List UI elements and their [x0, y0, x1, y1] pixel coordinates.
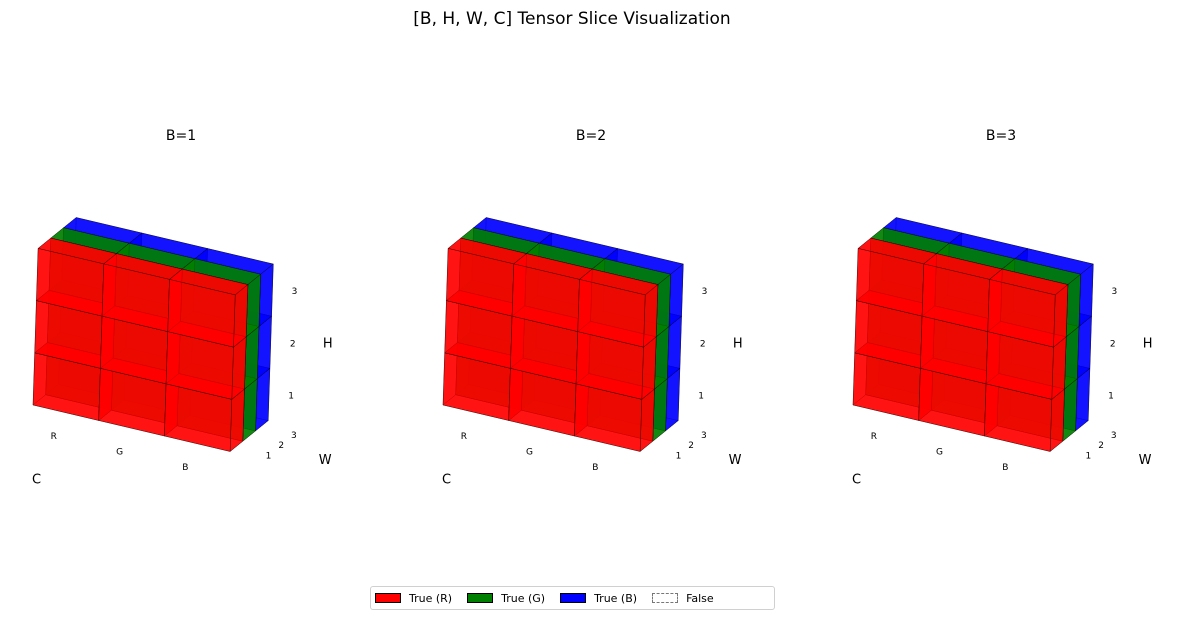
- w-axis-label: W: [1139, 453, 1152, 468]
- w-tick-label: 1: [266, 451, 272, 461]
- subplot-title: B=1: [166, 128, 196, 144]
- legend-item-false: False: [652, 592, 714, 605]
- h-axis-label: H: [323, 336, 333, 351]
- c-axis-label: C: [32, 472, 41, 487]
- figure-title: [B, H, W, C] Tensor Slice Visualization: [413, 9, 730, 29]
- voxel: [855, 237, 938, 317]
- legend-label-false: False: [686, 591, 714, 605]
- legend-label-b: True (B): [594, 591, 638, 605]
- legend-label-r: True (R): [409, 591, 453, 605]
- legend-label-g: True (G): [501, 591, 546, 605]
- voxel: [921, 253, 1003, 333]
- h-axis-label: H: [1143, 336, 1153, 351]
- h-tick-label: 1: [698, 392, 704, 402]
- c-tick-label: G: [936, 447, 943, 457]
- c-axis-label: C: [442, 472, 451, 487]
- c-tick-label: B: [182, 463, 188, 473]
- legend-swatch-false: [652, 593, 679, 603]
- h-tick-label: 2: [290, 339, 296, 349]
- w-tick-label: 3: [291, 431, 297, 441]
- h-tick-label: 2: [700, 339, 706, 349]
- voxel: [445, 237, 528, 317]
- legend-item-r: True (R): [375, 592, 452, 605]
- c-tick-label: B: [592, 463, 598, 473]
- c-axis-label: C: [852, 472, 861, 487]
- w-tick-label: 1: [676, 451, 682, 461]
- c-tick-label: G: [116, 447, 123, 457]
- c-tick-label: R: [51, 432, 57, 442]
- voxel: [511, 253, 593, 333]
- w-tick-label: 2: [278, 441, 284, 451]
- c-tick-label: B: [1002, 463, 1008, 473]
- w-tick-label: 3: [701, 431, 707, 441]
- h-tick-label: 1: [288, 392, 294, 402]
- legend-swatch-b: [560, 593, 587, 603]
- voxel: [101, 253, 183, 333]
- legend-swatch-g: [467, 593, 494, 603]
- c-tick-label: R: [461, 432, 467, 442]
- legend-swatch-r: [375, 593, 401, 603]
- w-tick-label: 2: [688, 441, 694, 451]
- c-tick-label: R: [871, 432, 877, 442]
- voxel: [35, 237, 118, 317]
- h-tick-label: 3: [702, 287, 708, 297]
- legend-item-b: True (B): [560, 592, 637, 605]
- c-tick-label: G: [526, 447, 533, 457]
- voxel: [167, 268, 249, 348]
- legend-item-g: True (G): [467, 592, 545, 605]
- w-axis-label: W: [319, 453, 332, 468]
- w-axis-label: W: [729, 453, 742, 468]
- h-tick-label: 1: [1108, 392, 1114, 402]
- w-tick-label: 2: [1098, 441, 1104, 451]
- w-tick-label: 3: [1111, 431, 1117, 441]
- legend: True (R) True (G) True (B) False: [370, 586, 775, 610]
- h-tick-label: 3: [292, 287, 298, 297]
- subplot-title: B=3: [986, 128, 1016, 144]
- h-tick-label: 3: [1112, 287, 1118, 297]
- w-tick-label: 1: [1086, 451, 1092, 461]
- h-tick-label: 2: [1110, 339, 1116, 349]
- voxel: [577, 268, 659, 348]
- voxel: [987, 268, 1069, 348]
- subplot-title: B=2: [576, 128, 606, 144]
- h-axis-label: H: [733, 336, 743, 351]
